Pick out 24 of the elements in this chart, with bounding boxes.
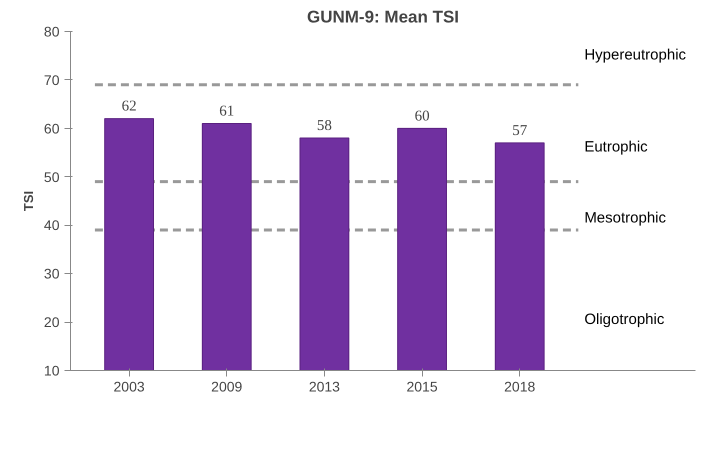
text: Mesotrophic [584,209,667,226]
y-tick-label: 50 [44,168,60,185]
x-tick-label: 2013 [308,378,340,394]
y-tick-label: 70 [44,72,60,88]
x-tick-label: 2009 [211,378,243,394]
y-tick-label: 20 [44,314,60,330]
y-tick-label: 30 [44,266,60,282]
y-tick-label: 80 [44,24,60,40]
y-tick-label: 60 [44,120,60,136]
data-label: 62 [122,98,137,115]
x-tick-label: 2003 [114,378,145,394]
data-label: 57 [512,122,528,139]
x-tick-label: 2018 [504,378,536,394]
y-tick-label: 40 [44,217,60,234]
data-label: 61 [219,104,234,120]
text: Hypereutrophic [584,46,687,64]
chart-title: GUNM-9: Mean TSI [306,8,460,26]
data-label: 60 [414,108,430,124]
x-tick-label: 2015 [406,378,438,394]
y-axis-title: TSI [20,190,36,212]
y-tick-label: 10 [44,362,60,378]
data-label: 58 [316,118,332,134]
text: Eutrophic [584,138,648,156]
text: Oligotrophic [584,311,665,328]
